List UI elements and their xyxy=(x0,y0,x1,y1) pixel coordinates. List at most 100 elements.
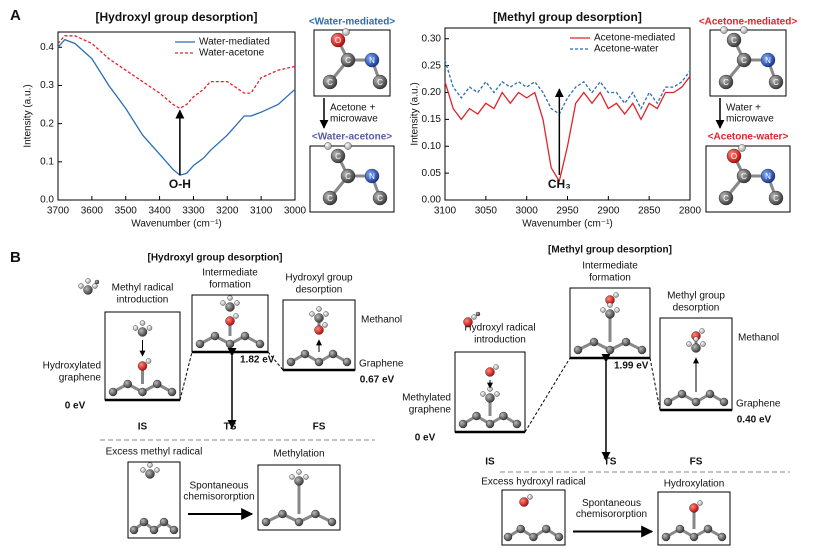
panel-label: A xyxy=(10,7,21,24)
atom xyxy=(146,325,153,331)
atom-label: C xyxy=(327,78,333,87)
label: 0 eV xyxy=(65,401,86,412)
x-axis-label: Wavenumber (cm⁻¹) xyxy=(522,219,612,230)
atom xyxy=(227,295,233,301)
x-tick-label: 3300 xyxy=(182,206,205,217)
x-axis-label: Wavenumber (cm⁻¹) xyxy=(131,219,221,230)
label: graphene xyxy=(409,405,452,416)
atom xyxy=(738,144,746,152)
y-tick-label: 0.4 xyxy=(40,42,54,53)
section-title: [Hydroxyl group desorption] xyxy=(148,253,283,264)
y-tick-label: 0.30 xyxy=(422,33,442,44)
step-text: Acetone + xyxy=(330,103,375,114)
atom xyxy=(372,190,388,206)
connector xyxy=(179,351,193,401)
atom xyxy=(340,52,356,68)
atom xyxy=(309,311,315,317)
atom-label: C xyxy=(773,78,779,87)
atom xyxy=(689,532,699,542)
atom-label: C xyxy=(345,172,351,181)
atom xyxy=(760,168,776,184)
atom-label: O xyxy=(731,152,737,161)
structure-title: <Water-acetone> xyxy=(312,132,392,143)
atom xyxy=(328,349,338,359)
label: 0.67 eV xyxy=(360,375,395,386)
atom xyxy=(691,343,701,353)
y-tick-label: 0.00 xyxy=(422,195,442,206)
atom xyxy=(689,503,699,513)
atom xyxy=(78,283,84,289)
label: Methylated xyxy=(402,393,451,404)
atom xyxy=(458,419,468,429)
connector xyxy=(524,357,571,433)
atom-label: C xyxy=(731,36,737,45)
atom xyxy=(677,389,687,399)
atom xyxy=(726,32,742,48)
atom xyxy=(153,379,162,389)
label: formation xyxy=(209,280,251,291)
label: chemisororption xyxy=(576,509,647,520)
label: introduction xyxy=(474,335,526,346)
y-axis-label: Intensity (a.u.) xyxy=(410,82,421,145)
radical-dot xyxy=(94,279,100,285)
x-tick-label: 2900 xyxy=(597,206,620,217)
x-tick-label: 3500 xyxy=(115,206,138,217)
connector xyxy=(267,351,284,371)
atom xyxy=(675,524,685,534)
atom xyxy=(463,317,473,327)
atom xyxy=(472,411,481,421)
atom xyxy=(768,190,784,206)
panel-label: B xyxy=(10,249,21,266)
y-tick-label: 0.2 xyxy=(40,118,54,129)
label: formation xyxy=(589,273,631,284)
atom xyxy=(637,345,647,355)
atom xyxy=(493,364,499,370)
label: Methanol xyxy=(738,333,779,344)
structure-box xyxy=(127,461,181,539)
atom-label: C xyxy=(345,56,351,65)
structure-box xyxy=(309,145,395,213)
atom xyxy=(233,313,239,319)
atom xyxy=(485,367,495,377)
atom xyxy=(768,74,784,90)
y-tick-label: 0.25 xyxy=(422,60,442,71)
label: desorption xyxy=(673,303,720,314)
atom xyxy=(137,361,148,371)
atom xyxy=(108,387,118,397)
legend-label: Acetone-mediated xyxy=(594,33,675,44)
atom xyxy=(686,341,692,347)
label: Methyl radical xyxy=(112,283,174,294)
atom xyxy=(605,309,615,319)
atom-label: C xyxy=(741,56,747,65)
label: 1.82 eV xyxy=(240,355,275,366)
atom xyxy=(760,52,776,68)
atom xyxy=(314,357,324,367)
atom xyxy=(147,462,153,468)
atom xyxy=(480,391,486,397)
label: introduction xyxy=(117,295,169,306)
atom xyxy=(494,391,500,397)
atom xyxy=(129,525,139,535)
step-text: microwave xyxy=(330,114,378,125)
atom xyxy=(327,517,337,527)
atom xyxy=(342,28,350,36)
label: Excess hydroxyl radical xyxy=(481,477,585,488)
label: Methyl group xyxy=(667,291,725,302)
atom-label: C xyxy=(741,172,747,181)
atom xyxy=(314,313,324,323)
atom xyxy=(145,358,152,364)
atom xyxy=(92,283,98,289)
x-tick-label: 2950 xyxy=(556,206,579,217)
structure-box xyxy=(501,489,566,546)
structure-box xyxy=(313,29,391,97)
x-tick-label: 3100 xyxy=(434,206,457,217)
label: Hydroxyl group xyxy=(285,273,353,284)
atom xyxy=(661,532,671,542)
atom xyxy=(364,52,380,68)
atom xyxy=(289,474,295,480)
atom xyxy=(499,411,508,421)
atom xyxy=(159,517,169,527)
atom-label: N xyxy=(765,172,771,181)
atom xyxy=(139,517,149,527)
atom xyxy=(240,331,250,341)
